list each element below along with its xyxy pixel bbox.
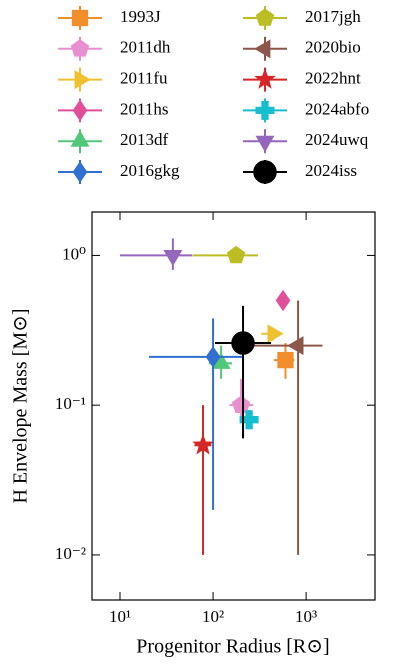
legend-marker: [70, 130, 90, 147]
data-point: [239, 410, 259, 430]
data-point: [277, 351, 294, 369]
legend-marker: [74, 70, 91, 90]
legend-marker: [255, 8, 275, 26]
legend-marker: [253, 160, 277, 184]
legend-marker: [70, 39, 90, 57]
legend-label: 2011fu: [120, 69, 168, 88]
legend-label: 2011hs: [120, 99, 169, 118]
data-point: [227, 245, 246, 264]
y-tick-label: 10⁰: [62, 244, 86, 263]
x-axis-label: Progenitor Radius [R⊙]: [136, 636, 329, 658]
legend-label: 2024uwq: [305, 130, 369, 149]
legend-label: 2024iss: [305, 161, 357, 180]
x-tick-label: 10³: [295, 607, 317, 626]
y-tick-label: 10⁻²: [55, 544, 86, 563]
legend-marker: [72, 161, 88, 183]
y-axis-label: H Envelope Mass [M⊙]: [10, 308, 32, 503]
data-point: [163, 250, 183, 267]
y-tick-label: 10⁻¹: [55, 394, 86, 413]
data-point: [205, 346, 221, 368]
data-point: [192, 433, 214, 455]
legend-label: 2024abfo: [305, 99, 369, 118]
legend-label: 2011dh: [120, 38, 171, 57]
legend-label: 2017jgh: [305, 7, 361, 26]
legend-label: 2022hnt: [305, 69, 361, 88]
data-point: [275, 289, 291, 312]
plot-frame: [91, 211, 376, 601]
legend-label: 2013df: [120, 130, 169, 149]
x-tick-label: 10¹: [109, 607, 131, 626]
legend-marker: [254, 68, 276, 89]
x-tick-label: 10²: [202, 607, 224, 626]
legend-marker: [72, 99, 88, 122]
legend-label: 2016gkg: [120, 161, 180, 180]
legend-label: 1993J: [120, 7, 161, 26]
legend-marker: [71, 9, 89, 27]
legend-marker: [254, 39, 271, 59]
legend-marker: [255, 100, 275, 120]
legend-marker: [255, 135, 275, 153]
legend-label: 2020bio: [305, 38, 361, 57]
data-point: [231, 395, 251, 413]
data-point: [267, 324, 284, 344]
data-point: [287, 336, 304, 356]
data-point: [231, 331, 255, 355]
